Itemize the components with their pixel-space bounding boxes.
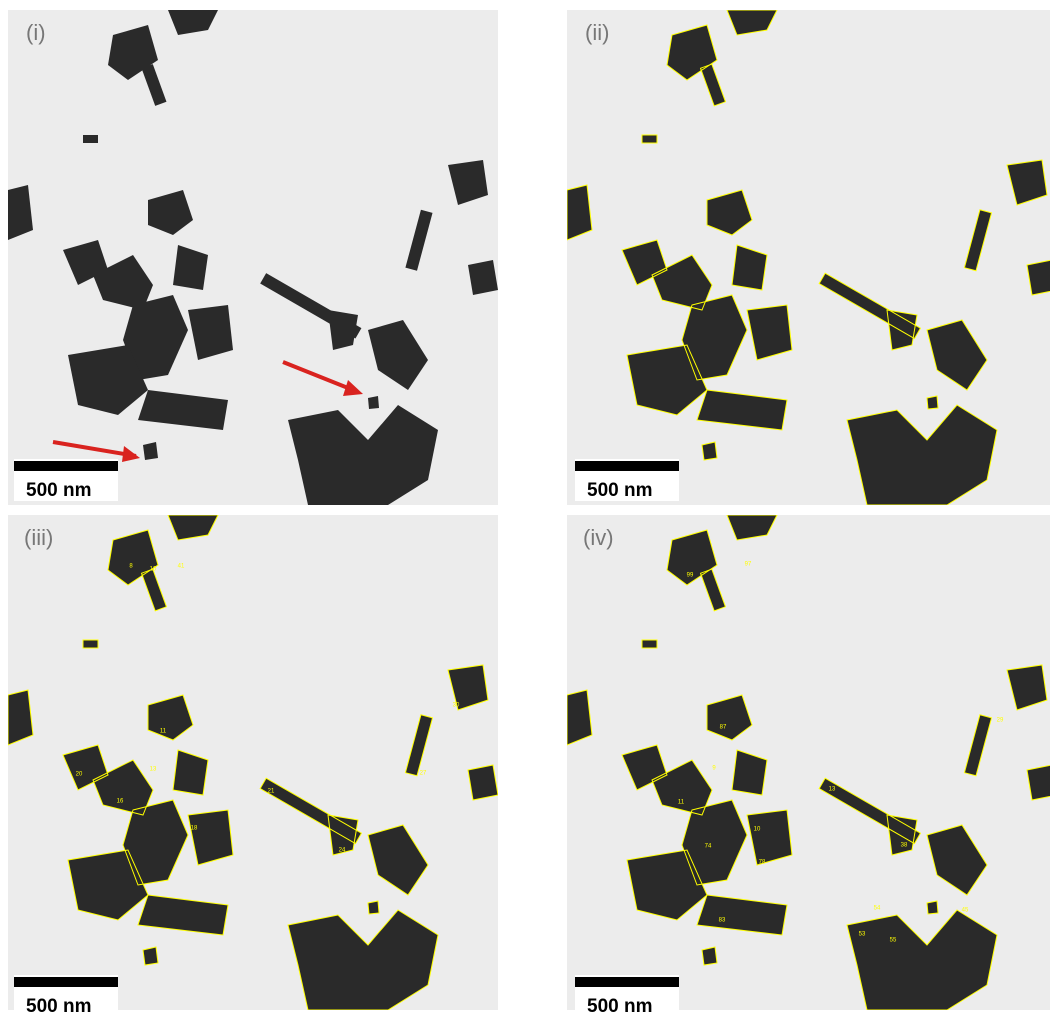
particle-label: 10 [754,827,761,833]
particle-label: 16 [117,799,124,805]
particle-label: 24 [339,848,346,854]
particle-label: 99 [687,573,694,579]
scale-bar-label: 500 nm [587,480,652,501]
scale-bar: 500 nm [14,975,118,1017]
panel-label: (ii) [585,20,609,45]
panel: 99 97 87 9 11 10 74 78 83 13 38 29 54 55… [567,515,1050,1017]
particle-label: 11 [678,800,685,806]
scale-bar: 500 nm [14,459,118,501]
panel-label: (iii) [24,525,53,550]
scale-bar-label: 500 nm [26,996,91,1017]
particle-label: 53 [859,932,866,938]
particle-label: 10 [150,567,157,573]
scale-bar-label: 500 nm [587,996,652,1017]
particle-label: 45 [962,908,969,914]
scale-bar: 500 nm [575,459,679,501]
figure: 8 10 41 11 13 20 16 18 21 24 30 27 99 97… [0,0,1050,1017]
particle-label: 13 [150,767,157,773]
particle-label: 27 [420,771,427,777]
particle-label: 87 [720,725,727,731]
particle-label: 41 [178,564,185,570]
particle-label: 21 [268,789,275,795]
particle-label: 74 [705,844,712,850]
particle-label: 20 [76,772,83,778]
particle-label: 11 [160,729,167,735]
panel [8,10,498,505]
particle-label: 78 [759,860,766,866]
particle-label: 83 [719,918,726,924]
particle-label: 29 [997,718,1004,724]
scale-bar: 500 nm [575,975,679,1017]
panel-label: (iv) [583,525,614,550]
scale-bar-label: 500 nm [26,480,91,501]
particle-label: 30 [453,703,460,709]
particle-label: 38 [901,843,908,849]
particle-label: 18 [191,826,198,832]
particle-label: 55 [890,938,897,944]
panel-label: (i) [26,20,46,45]
panel [567,10,1050,505]
particle-label: 97 [745,562,752,568]
particle-label: 13 [829,787,836,793]
panel: 8 10 41 11 13 20 16 18 21 24 30 27 [8,515,498,1017]
particle-label: 54 [874,906,881,912]
